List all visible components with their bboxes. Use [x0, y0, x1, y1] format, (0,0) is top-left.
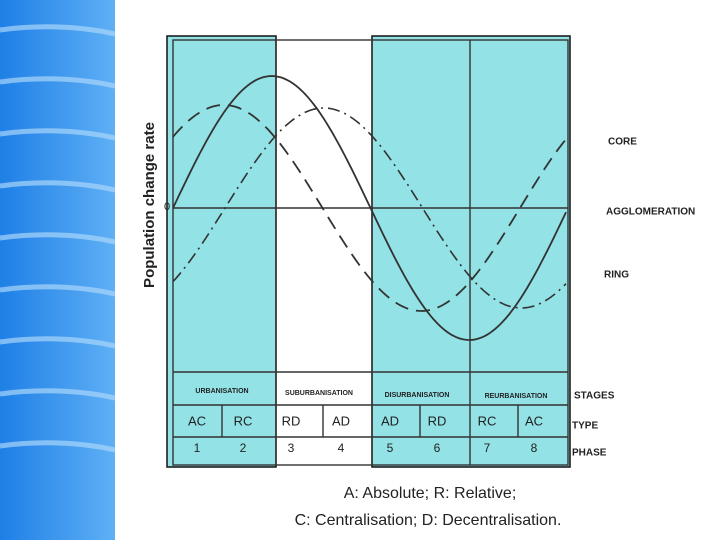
stage-label: REURBANISATION [485, 393, 548, 400]
side-band [0, 0, 115, 540]
phase-cell: 7 [484, 441, 491, 455]
stripe [0, 180, 116, 193]
phase-cell: 8 [531, 441, 538, 455]
type-cell: AC [188, 413, 206, 428]
type-cell: AC [525, 413, 543, 428]
core-curve [172, 75, 567, 341]
type-cell: RC [478, 413, 497, 428]
stripe [0, 24, 116, 37]
stripe [0, 232, 116, 245]
row-label: PHASE [572, 448, 607, 459]
phase-cell: 6 [434, 441, 441, 455]
highlight-box [371, 35, 571, 468]
phase-cell: 3 [288, 441, 295, 455]
ring-curve [172, 107, 567, 309]
agglomeration-curve [172, 104, 567, 312]
row-label: TYPE [572, 421, 598, 432]
curve-label: CORE [608, 137, 637, 148]
caption: C: Centralisation; D: Decentralisation. [295, 512, 562, 529]
stripe [0, 336, 116, 349]
phase-cell: 5 [387, 441, 394, 455]
stage-label: DISURBANISATION [385, 392, 450, 399]
y-axis-label: Population change rate [141, 122, 158, 288]
stripe [0, 128, 116, 141]
phase-cell: 2 [240, 441, 247, 455]
phase-cell: 1 [194, 441, 201, 455]
caption: A: Absolute; R: Relative; [344, 485, 517, 502]
stripe [0, 440, 116, 453]
stripe [0, 284, 116, 297]
type-cell: RD [282, 413, 301, 428]
row-label: STAGES [574, 391, 615, 402]
type-cell: AD [381, 413, 399, 428]
stage-label: URBANISATION [195, 388, 248, 395]
type-cell: RC [234, 413, 253, 428]
stage-label: SUBURBANISATION [285, 390, 353, 397]
side-stripes [0, 24, 116, 453]
stripe [0, 76, 116, 89]
highlight-box [166, 35, 277, 468]
curve-label: AGGLOMERATION [606, 207, 695, 218]
type-cell: AD [332, 413, 350, 428]
curve-label: RING [604, 270, 629, 281]
stripe [0, 388, 116, 401]
zero-label: 0 [164, 201, 170, 213]
phase-cell: 4 [338, 441, 345, 455]
type-cell: RD [428, 413, 447, 428]
